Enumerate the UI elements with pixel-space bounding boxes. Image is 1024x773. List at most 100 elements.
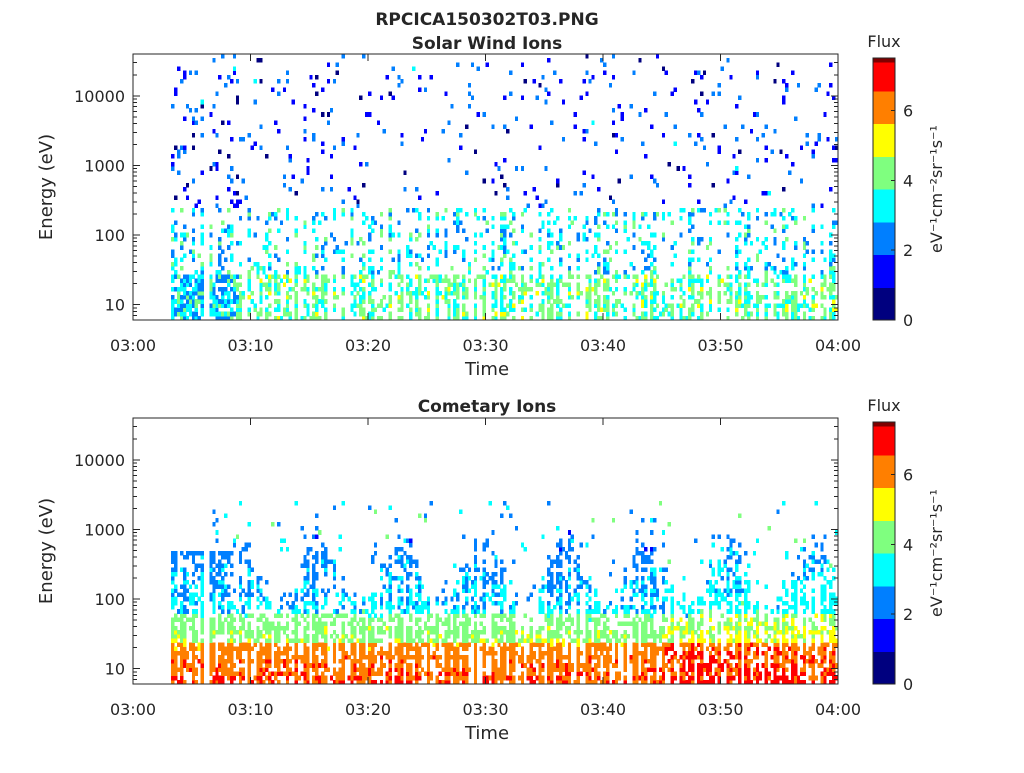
heatmap-cell (741, 212, 744, 217)
heatmap-cell (248, 563, 251, 568)
heatmap-cell (618, 104, 621, 109)
heatmap-cell (594, 291, 597, 296)
heatmap-cell (621, 605, 624, 610)
heatmap-cell (812, 303, 815, 308)
heatmap-cell (394, 551, 397, 556)
heatmap-cell (353, 626, 356, 631)
heatmap-cell (459, 220, 462, 225)
heatmap-cell (691, 249, 694, 254)
heatmap-cell (400, 676, 403, 681)
heatmap-cell (447, 121, 450, 126)
heatmap-cell (491, 125, 494, 130)
heatmap-cell (450, 283, 453, 288)
heatmap-cell (503, 588, 506, 593)
heatmap-cell (433, 245, 436, 250)
heatmap-cell (286, 208, 289, 213)
heatmap-cell (568, 543, 571, 548)
heatmap-cell (251, 634, 254, 639)
heatmap-cell (559, 539, 562, 544)
heatmap-cell (700, 75, 703, 80)
heatmap-cell (183, 572, 186, 577)
heatmap-cell (265, 626, 268, 631)
heatmap-cell (427, 233, 430, 238)
heatmap-cell (756, 258, 759, 263)
heatmap-cell (224, 514, 227, 519)
heatmap-cell (512, 229, 515, 234)
heatmap-cell (521, 634, 524, 639)
heatmap-cell (397, 626, 400, 631)
heatmap-cell (718, 249, 721, 254)
heatmap-cell (794, 116, 797, 121)
heatmap-cell (239, 651, 242, 656)
heatmap-cell (556, 588, 559, 593)
heatmap-cell (635, 663, 638, 668)
heatmap-cell (600, 651, 603, 656)
heatmap-cell (292, 287, 295, 292)
heatmap-cell (509, 299, 512, 304)
heatmap-cell (662, 651, 665, 656)
heatmap-cell (597, 634, 600, 639)
heatmap-cell (262, 634, 265, 639)
heatmap-cell (180, 266, 183, 271)
heatmap-cell (248, 208, 251, 213)
heatmap-cell (397, 651, 400, 656)
heatmap-cell (171, 630, 174, 635)
colorbar-swatch (873, 283, 895, 288)
heatmap-cell (615, 299, 618, 304)
heatmap-cell (735, 237, 738, 242)
heatmap-cell (315, 551, 318, 556)
heatmap-cell (262, 672, 265, 677)
heatmap-cell (283, 308, 286, 313)
heatmap-cell (274, 655, 277, 660)
heatmap-cell (547, 291, 550, 296)
heatmap-cell (453, 630, 456, 635)
heatmap-cell (762, 295, 765, 300)
heatmap-cell (303, 630, 306, 635)
heatmap-cell (318, 299, 321, 304)
heatmap-cell (568, 270, 571, 275)
heatmap-cell (738, 233, 741, 238)
heatmap-cell (406, 642, 409, 647)
heatmap-cell (306, 547, 309, 552)
heatmap-cell (406, 584, 409, 589)
heatmap-cell (362, 597, 365, 602)
heatmap-cell (603, 672, 606, 677)
heatmap-cell (368, 642, 371, 647)
heatmap-cell (806, 287, 809, 292)
heatmap-cell (718, 308, 721, 313)
heatmap-cell (274, 659, 277, 664)
heatmap-cell (415, 299, 418, 304)
heatmap-cell (450, 630, 453, 635)
heatmap-cell (418, 514, 421, 519)
heatmap-cell (256, 663, 259, 668)
heatmap-cell (474, 576, 477, 581)
heatmap-cell (397, 576, 400, 581)
heatmap-cell (312, 283, 315, 288)
heatmap-cell (321, 299, 324, 304)
heatmap-cell (462, 312, 465, 317)
heatmap-cell (641, 605, 644, 610)
heatmap-cell (594, 245, 597, 250)
heatmap-cell (218, 622, 221, 627)
heatmap-cell (183, 287, 186, 292)
heatmap-cell (594, 601, 597, 606)
heatmap-cell (530, 618, 533, 623)
heatmap-cell (524, 291, 527, 296)
heatmap-cell (350, 659, 353, 664)
heatmap-cell (321, 291, 324, 296)
heatmap-cell (303, 245, 306, 250)
heatmap-cell (268, 266, 271, 271)
heatmap-cell (218, 626, 221, 631)
heatmap-cell (647, 555, 650, 560)
heatmap-cell (380, 626, 383, 631)
heatmap-cell (227, 676, 230, 681)
heatmap-cell (312, 676, 315, 681)
heatmap-cell (292, 618, 295, 623)
heatmap-cell (635, 568, 638, 573)
heatmap-cell (638, 618, 641, 623)
heatmap-cell (268, 216, 271, 221)
heatmap-cell (521, 630, 524, 635)
heatmap-cell (265, 249, 268, 254)
heatmap-cell (289, 295, 292, 300)
heatmap-cell (635, 609, 638, 614)
